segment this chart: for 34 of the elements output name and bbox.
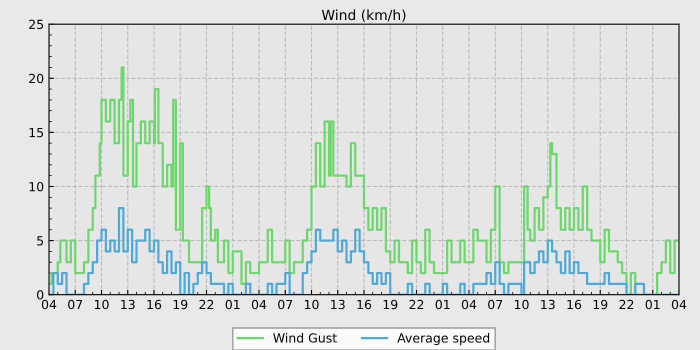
x-tick-label: 07 <box>278 300 292 310</box>
y-tick-label: 5 <box>37 236 44 246</box>
x-tick-label: 10 <box>514 300 529 310</box>
x-tick-label: 16 <box>147 300 162 310</box>
x-tick-label: 01 <box>646 300 660 310</box>
x-tick-label: 13 <box>121 300 135 310</box>
y-tick-label: 15 <box>30 128 44 138</box>
x-tick-label: 01 <box>436 300 450 310</box>
x-tick-label: 04 <box>42 300 56 310</box>
x-tick-label: 19 <box>594 300 608 310</box>
x-tick-label: 07 <box>68 300 82 310</box>
x-tick-label: 07 <box>488 300 502 310</box>
x-tick-label: 22 <box>619 300 634 310</box>
x-tick-label: 19 <box>384 300 398 310</box>
x-tick-label: 10 <box>94 300 109 310</box>
x-tick-label: 16 <box>357 300 372 310</box>
x-tick-label: 22 <box>199 300 214 310</box>
x-tick-label: 04 <box>672 300 686 310</box>
x-tick-label: 13 <box>331 300 345 310</box>
y-tick-label: 0 <box>37 290 44 300</box>
x-tick-label: 04 <box>252 300 266 310</box>
x-tick-label: 22 <box>409 300 424 310</box>
x-tick-label: 19 <box>174 300 188 310</box>
x-tick-label: 13 <box>541 300 555 310</box>
x-tick-label: 01 <box>226 300 240 310</box>
legend-label: Wind Gust <box>273 333 337 343</box>
x-tick-label: 04 <box>462 300 476 310</box>
x-tick-label: 10 <box>304 300 319 310</box>
y-tick-label: 25 <box>29 20 44 30</box>
y-tick-label: 10 <box>30 182 44 192</box>
chart-title: Wind (km/h) <box>322 9 406 22</box>
y-tick-label: 20 <box>29 74 44 84</box>
legend-label: Average speed <box>397 333 490 346</box>
x-tick-label: 16 <box>567 300 582 310</box>
